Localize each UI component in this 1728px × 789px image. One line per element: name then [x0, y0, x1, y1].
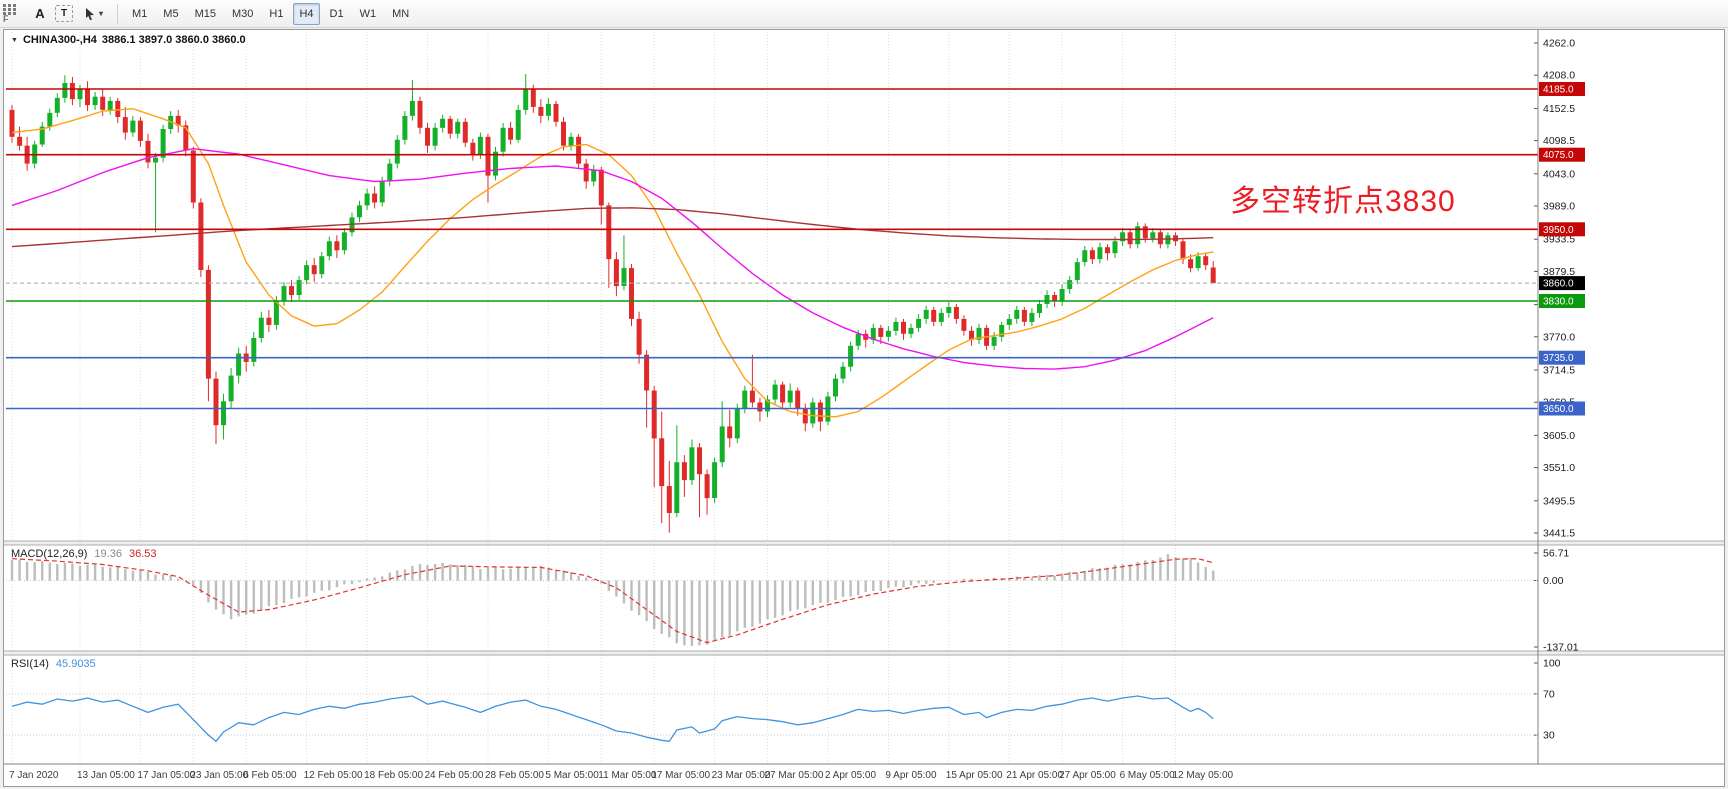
svg-text:4152.5: 4152.5	[1543, 103, 1575, 115]
chart-ohlc-values: 3886.1 3897.0 3860.0 3860.0	[101, 34, 246, 46]
svg-text:3950.0: 3950.0	[1543, 225, 1574, 236]
svg-text:3650.0: 3650.0	[1543, 404, 1574, 415]
svg-text:15 Apr 05:00: 15 Apr 05:00	[946, 770, 1003, 781]
svg-text:3933.5: 3933.5	[1543, 234, 1575, 246]
toolbar-f-label: F	[3, 13, 9, 24]
svg-text:4098.5: 4098.5	[1543, 135, 1575, 147]
svg-text:21 Apr 05:00: 21 Apr 05:00	[1006, 770, 1063, 781]
svg-text:2 Apr 05:00: 2 Apr 05:00	[825, 770, 877, 781]
hline-4075.0[interactable]: 4075.0	[6, 147, 1585, 162]
timeframe-mn[interactable]: MN	[392, 7, 410, 20]
timeframe-d1[interactable]: D1	[329, 7, 344, 20]
svg-text:9 Apr 05:00: 9 Apr 05:00	[885, 770, 937, 781]
macd-name: MACD(12,26,9)	[11, 548, 88, 560]
ma-mid-magenta	[11, 147, 1214, 370]
main-toolbar: F A T ▾ M1 M5 M15 M30 H1 H4 D1 W1 MN	[0, 0, 1728, 28]
grid-icon	[3, 3, 16, 15]
macd-signal-line	[11, 558, 1214, 644]
rsi-name: RSI(14)	[11, 658, 49, 670]
svg-text:6 Feb 05:00: 6 Feb 05:00	[243, 770, 297, 781]
candles-layer[interactable]	[9, 74, 1216, 533]
panel-separator[interactable]	[4, 651, 1724, 655]
rsi-line	[11, 695, 1214, 743]
svg-text:3551.0: 3551.0	[1543, 462, 1575, 474]
svg-text:12 Feb 05:00: 12 Feb 05:00	[304, 770, 363, 781]
svg-text:11 Mar 05:00: 11 Mar 05:00	[598, 770, 657, 781]
svg-text:4075.0: 4075.0	[1543, 150, 1574, 161]
cursor-arrow-icon	[85, 7, 94, 20]
svg-text:17 Jan 05:00: 17 Jan 05:00	[137, 770, 195, 781]
hline-3950.0[interactable]: 3950.0	[6, 222, 1585, 237]
svg-text:3735.0: 3735.0	[1543, 353, 1574, 364]
svg-text:100: 100	[1543, 658, 1561, 670]
timeframe-m1[interactable]: M1	[132, 7, 148, 20]
svg-text:56.71: 56.71	[1543, 548, 1569, 560]
timeframe-group: M1 M5 M15 M30 H1 H4 D1 W1 MN	[126, 2, 415, 25]
panel-separator[interactable]	[4, 541, 1724, 545]
svg-text:3860.0: 3860.0	[1543, 279, 1574, 290]
chart-symbol-period: CHINA300-,H4	[22, 34, 97, 46]
svg-text:6 May 05:00: 6 May 05:00	[1120, 770, 1175, 781]
timeframe-w1[interactable]: W1	[359, 7, 377, 20]
timeframe-h4[interactable]: H4	[293, 2, 320, 25]
svg-text:13 Jan 05:00: 13 Jan 05:00	[77, 770, 135, 781]
svg-text:4043.0: 4043.0	[1543, 168, 1575, 180]
svg-text:24 Feb 05:00: 24 Feb 05:00	[425, 770, 484, 781]
hline-3650.0[interactable]: 3650.0	[6, 401, 1585, 416]
timeframe-m30[interactable]: M30	[231, 7, 254, 20]
svg-text:27 Mar 05:00: 27 Mar 05:00	[765, 770, 824, 781]
toolbar-separator	[117, 3, 118, 24]
svg-text:3441.5: 3441.5	[1543, 528, 1575, 540]
chart-annotation-text[interactable]: 多空转折点3830	[1230, 185, 1456, 218]
svg-text:3714.5: 3714.5	[1543, 365, 1575, 377]
current-price-marker: 3860.0	[6, 276, 1585, 291]
rsi-label: RSI(14) 45.9035	[11, 658, 96, 670]
hline-3830.0[interactable]: 3830.0	[6, 294, 1585, 308]
svg-text:3495.5: 3495.5	[1543, 495, 1575, 507]
hline-3735.0[interactable]: 3735.0	[6, 350, 1585, 365]
svg-text:7 Jan 2020: 7 Jan 2020	[9, 770, 59, 781]
svg-text:70: 70	[1543, 688, 1555, 700]
svg-text:3770.0: 3770.0	[1543, 331, 1575, 343]
macd-histogram	[10, 554, 1215, 646]
macd-label: MACD(12,26,9) 19.36 36.53	[11, 548, 156, 560]
svg-text:30: 30	[1543, 730, 1555, 742]
svg-text:12 May 05:00: 12 May 05:00	[1173, 770, 1234, 781]
price-axis: 4262.0 4208.0 4152.5 4098.5 4043.0 3989.0 3933…	[1534, 38, 1579, 742]
ma-slow-darkred	[11, 207, 1214, 248]
svg-text:17 Mar 05:00: 17 Mar 05:00	[651, 770, 710, 781]
text-tool-button[interactable]: A	[35, 6, 45, 21]
svg-text:3605.0: 3605.0	[1543, 430, 1575, 442]
svg-text:3989.0: 3989.0	[1543, 201, 1575, 213]
chart-title: ▼ CHINA300-,H4 3886.1 3897.0 3860.0 3860…	[11, 34, 246, 46]
svg-text:23 Jan 05:00: 23 Jan 05:00	[190, 770, 248, 781]
cursor-tool-button[interactable]: ▾	[77, 3, 109, 25]
toolbar-grip[interactable]: F	[3, 3, 23, 24]
macd-main-value: 19.36	[94, 548, 122, 560]
svg-text:18 Feb 05:00: 18 Feb 05:00	[364, 770, 423, 781]
price-chart-canvas[interactable]: 4262.0 4208.0 4152.5 4098.5 4043.0 3989.0 3933…	[4, 30, 1724, 786]
svg-text:27 Apr 05:00: 27 Apr 05:00	[1059, 770, 1116, 781]
timeframe-m15[interactable]: M15	[194, 7, 216, 20]
svg-text:5 Mar 05:00: 5 Mar 05:00	[545, 770, 599, 781]
svg-text:4185.0: 4185.0	[1543, 85, 1574, 96]
dropdown-caret-icon: ▾	[98, 9, 103, 18]
hline-4185.0[interactable]: 4185.0	[6, 82, 1585, 96]
svg-text:4262.0: 4262.0	[1543, 38, 1575, 50]
svg-text:3830.0: 3830.0	[1543, 297, 1574, 308]
macd-signal-value: 36.53	[128, 548, 157, 560]
svg-text:3879.5: 3879.5	[1543, 266, 1575, 278]
svg-text:0.00: 0.00	[1543, 575, 1564, 587]
svg-text:28 Feb 05:00: 28 Feb 05:00	[485, 770, 544, 781]
chart-menu-icon[interactable]: ▼	[11, 36, 18, 44]
rsi-value: 45.9035	[55, 658, 96, 670]
svg-text:4208.0: 4208.0	[1543, 70, 1575, 82]
timeframe-h1[interactable]: H1	[269, 7, 284, 20]
label-tool-button[interactable]: T	[55, 5, 73, 22]
chart-window: 4262.0 4208.0 4152.5 4098.5 4043.0 3989.0 3933…	[3, 29, 1725, 787]
timeframe-m5[interactable]: M5	[163, 7, 179, 20]
svg-text:23 Mar 05:00: 23 Mar 05:00	[712, 770, 771, 781]
ma-fast-orange	[11, 107, 1214, 418]
